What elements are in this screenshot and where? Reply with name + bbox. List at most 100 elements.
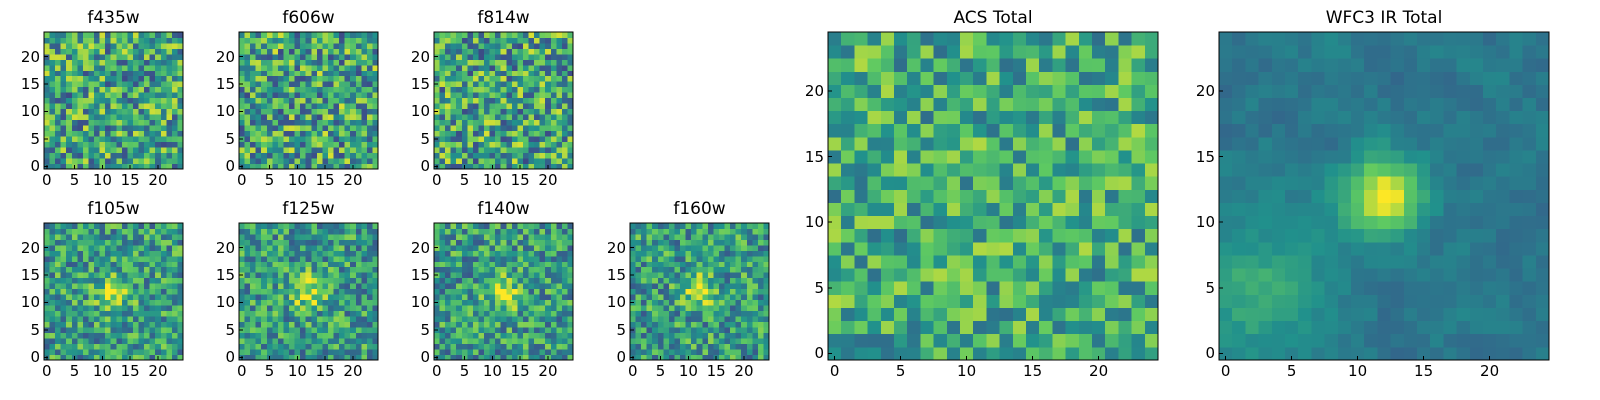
heatmap-cell	[630, 343, 636, 350]
heatmap-cell	[556, 163, 563, 170]
heatmap-cell	[311, 239, 318, 246]
heatmap-cell	[724, 261, 731, 268]
heatmap-cell	[149, 92, 156, 99]
heatmap-cell	[500, 349, 507, 355]
heatmap-cell	[255, 233, 262, 240]
heatmap-cell	[322, 136, 329, 142]
heatmap-cell	[907, 268, 921, 282]
heatmap-cell	[44, 266, 50, 273]
heatmap-cell	[160, 141, 167, 148]
heatmap-cell	[305, 343, 312, 350]
heatmap-cell	[478, 305, 485, 312]
heatmap-cell	[88, 327, 95, 333]
heatmap-cell	[88, 125, 95, 132]
heatmap-cell	[1065, 241, 1080, 256]
heatmap-cell	[550, 141, 557, 148]
heatmap-cell	[166, 114, 173, 121]
heatmap-cell	[707, 239, 714, 246]
heatmap-cell	[372, 321, 379, 328]
heatmap-cell	[478, 332, 485, 339]
heatmap-cell	[244, 261, 251, 268]
heatmap-cell	[456, 228, 463, 235]
heatmap-cell	[88, 338, 95, 344]
heatmap-cell	[550, 53, 557, 60]
heatmap-cell	[439, 316, 446, 323]
heatmap-cell	[461, 255, 468, 262]
heatmap-cell	[478, 147, 485, 153]
heatmap-cell	[277, 354, 284, 361]
heatmap-cell	[652, 277, 659, 284]
heatmap-cell	[71, 266, 78, 273]
heatmap-cell	[960, 163, 974, 177]
heatmap-cell	[94, 108, 100, 115]
heatmap-cell	[339, 223, 346, 229]
heatmap-cell	[272, 305, 279, 312]
heatmap-cell	[484, 32, 490, 38]
heatmap-cell	[239, 64, 245, 71]
heatmap-cell	[261, 130, 268, 137]
heatmap-cell	[149, 125, 156, 132]
heatmap-cell	[66, 64, 73, 71]
heatmap-cell	[289, 70, 295, 77]
x-tick-label: 0	[41, 171, 52, 189]
heatmap-cell	[713, 277, 720, 284]
heatmap-cell	[461, 152, 468, 159]
heatmap-cell	[456, 272, 463, 279]
heatmap-cell	[986, 136, 1000, 151]
heatmap-cell	[841, 136, 855, 151]
heatmap-cell	[366, 310, 373, 317]
heatmap-cell	[277, 92, 284, 99]
heatmap-cell	[44, 130, 50, 137]
heatmap-cell	[289, 86, 295, 93]
heatmap-cell	[920, 346, 934, 361]
heatmap-cell	[71, 343, 78, 350]
heatmap-cell	[735, 244, 742, 251]
heatmap-cell	[1118, 176, 1132, 190]
heatmap-cell	[60, 294, 67, 301]
heatmap-cell	[434, 228, 440, 235]
heatmap-cell	[461, 70, 468, 77]
heatmap-cell	[94, 147, 100, 153]
heatmap-cell	[116, 321, 123, 328]
heatmap-cell	[149, 332, 156, 339]
heatmap-cell	[355, 272, 362, 279]
heatmap-cell	[741, 288, 748, 295]
heatmap-cell	[641, 277, 648, 284]
heatmap-cell	[144, 338, 151, 344]
heatmap-cell	[478, 327, 485, 333]
heatmap-cell	[316, 119, 323, 126]
heatmap-cell	[116, 305, 123, 312]
heatmap-cell	[255, 125, 262, 132]
heatmap-cell	[724, 316, 731, 323]
heatmap-cell	[511, 239, 518, 246]
heatmap-cell	[116, 64, 123, 71]
heatmap-cell	[60, 250, 67, 257]
heatmap-cell	[55, 283, 62, 290]
heatmap-cell	[550, 261, 557, 268]
heatmap-cell	[261, 283, 268, 290]
heatmap-cell	[239, 332, 245, 339]
heatmap-cell	[155, 255, 162, 262]
heatmap-cell	[674, 250, 681, 257]
heatmap-cell	[439, 299, 446, 306]
heatmap-cell	[71, 349, 78, 355]
heatmap-cell	[49, 305, 56, 312]
heatmap-cell	[828, 268, 842, 282]
heatmap-cell	[522, 92, 529, 99]
heatmap-cell	[986, 163, 1000, 177]
heatmap-cell	[517, 261, 524, 268]
heatmap-cell	[82, 37, 89, 44]
heatmap-cell	[741, 223, 748, 229]
heatmap-cell	[350, 277, 357, 284]
heatmap-cell	[121, 130, 128, 137]
heatmap-cell	[361, 92, 368, 99]
heatmap-cell	[434, 158, 440, 164]
heatmap-cell	[261, 48, 268, 55]
heatmap-cell	[327, 53, 334, 60]
heatmap-cell	[55, 64, 62, 71]
heatmap-cell	[105, 332, 112, 339]
heatmap-cell	[484, 86, 490, 93]
y-tick-label: 10	[20, 293, 40, 312]
heatmap-cell	[434, 114, 440, 121]
heatmap-cell	[674, 261, 681, 268]
